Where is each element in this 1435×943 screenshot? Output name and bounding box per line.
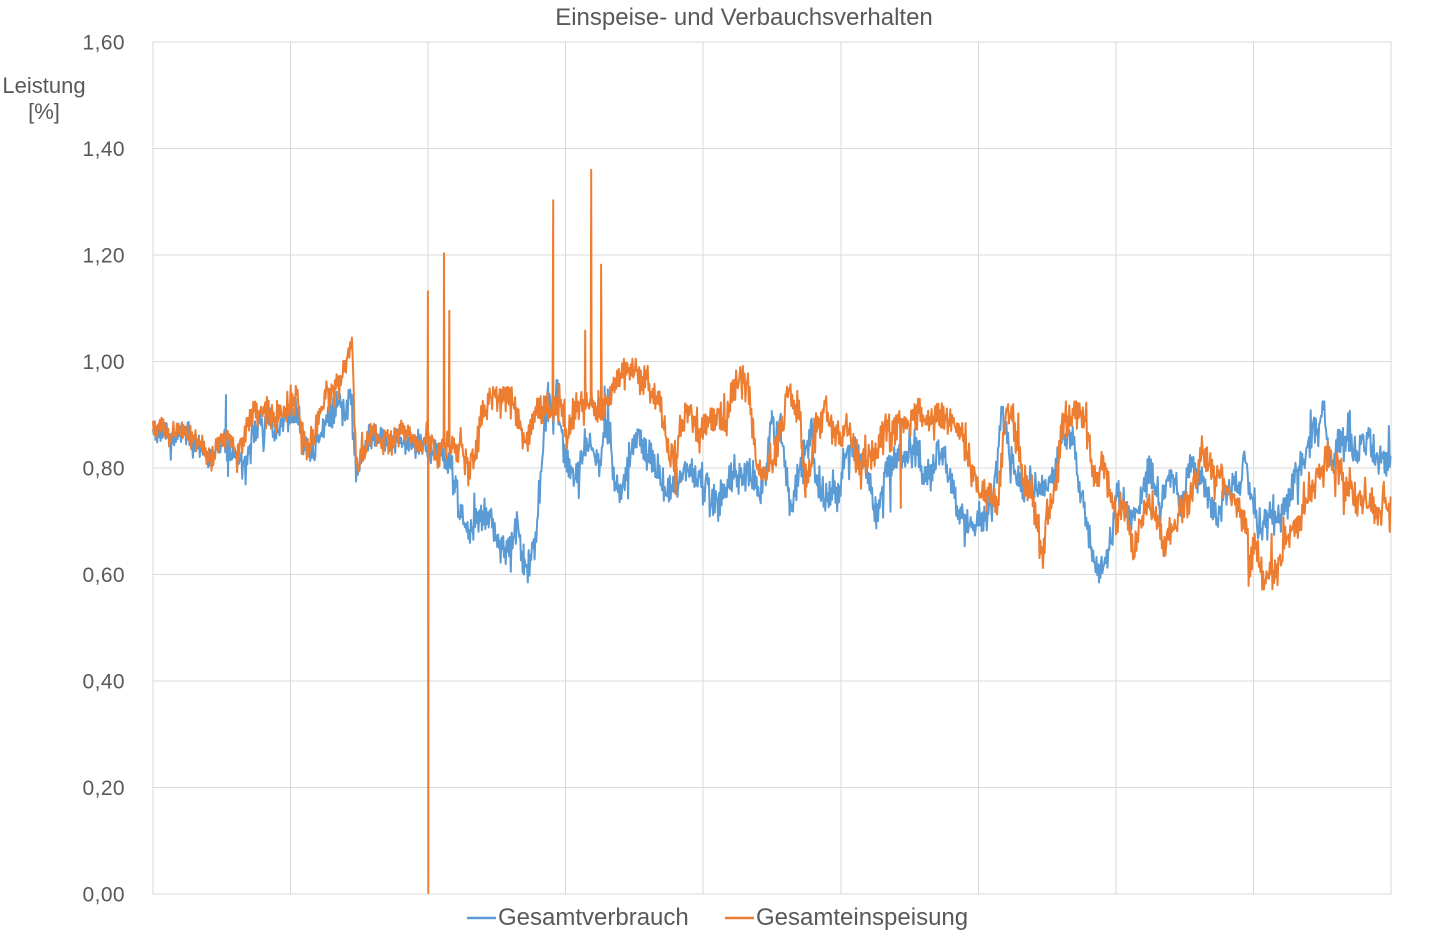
svg-text:Gesamtverbrauch: Gesamtverbrauch <box>498 904 689 931</box>
svg-text:1,00: 1,00 <box>83 351 125 374</box>
svg-text:Gesamteinspeisung: Gesamteinspeisung <box>756 904 968 931</box>
svg-text:0,00: 0,00 <box>83 884 125 907</box>
svg-text:0,20: 0,20 <box>83 777 125 800</box>
svg-text:0,40: 0,40 <box>83 671 125 694</box>
svg-text:1,20: 1,20 <box>83 245 125 268</box>
svg-text:Einspeise- und Verbauchsverhal: Einspeise- und Verbauchsverhalten <box>555 4 933 31</box>
svg-text:0,80: 0,80 <box>83 458 125 481</box>
svg-text:1,40: 1,40 <box>83 138 125 161</box>
svg-text:Leistung: Leistung <box>2 73 85 98</box>
svg-text:1,60: 1,60 <box>83 32 125 55</box>
svg-text:[%]: [%] <box>28 99 60 124</box>
svg-text:0,60: 0,60 <box>83 564 125 587</box>
